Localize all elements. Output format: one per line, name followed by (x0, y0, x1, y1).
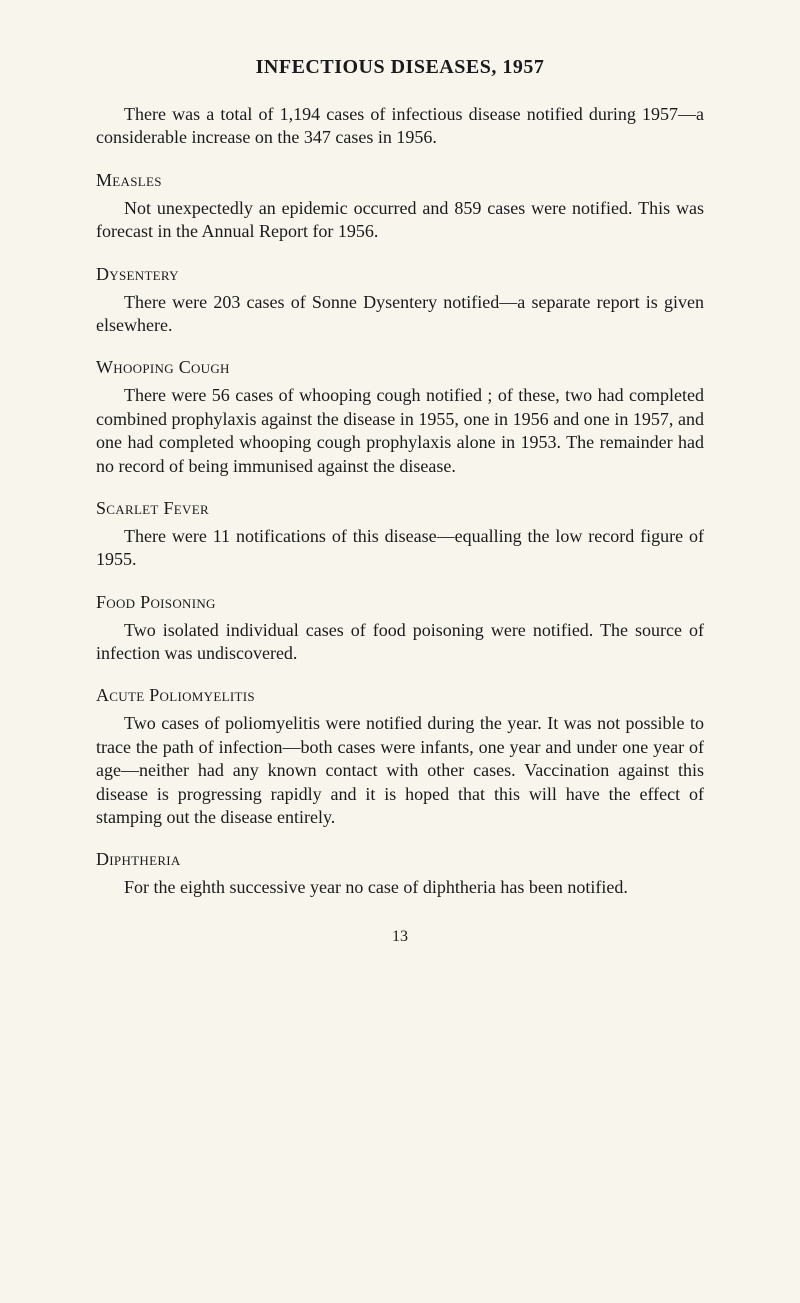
whooping-cough-heading: Whooping Cough (96, 357, 704, 378)
acute-poliomyelitis-section: Acute Poliomyelitis Two cases of poliomy… (96, 685, 704, 829)
acute-poliomyelitis-text: Two cases of poliomyelitis were notified… (96, 712, 704, 829)
whooping-cough-section: Whooping Cough There were 56 cases of wh… (96, 357, 704, 478)
dysentery-section: Dysentery There were 203 cases of Sonne … (96, 264, 704, 338)
diphtheria-text: For the eighth successive year no case o… (96, 876, 704, 899)
scarlet-fever-text: There were 11 notifications of this dise… (96, 525, 704, 572)
intro-section: There was a total of 1,194 cases of infe… (96, 103, 704, 150)
scarlet-fever-section: Scarlet Fever There were 11 notification… (96, 498, 704, 572)
measles-heading: Measles (96, 170, 704, 191)
page-number: 13 (96, 928, 704, 946)
whooping-cough-text: There were 56 cases of whooping cough no… (96, 384, 704, 478)
food-poisoning-text: Two isolated individual cases of food po… (96, 619, 704, 666)
document-page: INFECTIOUS DISEASES, 1957 There was a to… (0, 0, 800, 986)
diphtheria-section: Diphtheria For the eighth successive yea… (96, 849, 704, 899)
intro-text: There was a total of 1,194 cases of infe… (96, 103, 704, 150)
diphtheria-heading: Diphtheria (96, 849, 704, 870)
dysentery-text: There were 203 cases of Sonne Dysentery … (96, 291, 704, 338)
acute-poliomyelitis-heading: Acute Poliomyelitis (96, 685, 704, 706)
measles-text: Not unexpectedly an epidemic occurred an… (96, 197, 704, 244)
scarlet-fever-heading: Scarlet Fever (96, 498, 704, 519)
measles-section: Measles Not unexpectedly an epidemic occ… (96, 170, 704, 244)
dysentery-heading: Dysentery (96, 264, 704, 285)
food-poisoning-section: Food Poisoning Two isolated individual c… (96, 592, 704, 666)
food-poisoning-heading: Food Poisoning (96, 592, 704, 613)
page-title: INFECTIOUS DISEASES, 1957 (96, 56, 704, 79)
